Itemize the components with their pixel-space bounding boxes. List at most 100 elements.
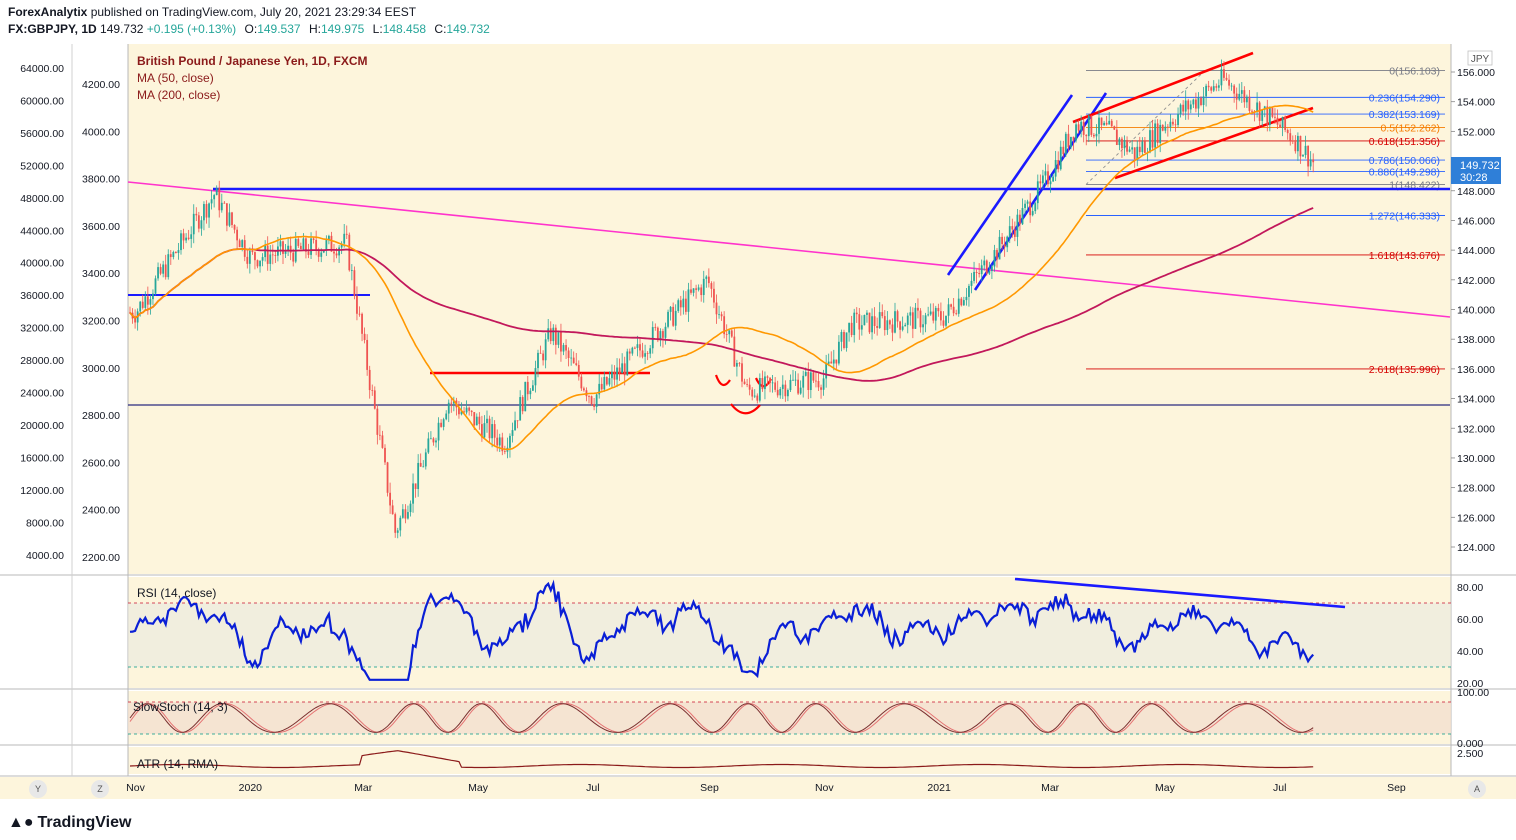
candle-body <box>1115 129 1118 146</box>
candle-body <box>855 312 858 315</box>
candle-body <box>608 378 611 385</box>
candle-body <box>519 397 522 421</box>
candle-body <box>238 240 241 248</box>
fib-retracement[interactable]: 0(156.103)0.236(154.290)0.382(153.169)0.… <box>1085 65 1445 376</box>
candle-body <box>751 389 754 397</box>
long-term-resistance-line <box>127 181 1451 318</box>
candle-body <box>521 397 524 412</box>
candle-body <box>741 363 743 382</box>
candle-body <box>557 332 560 345</box>
candle-body <box>651 327 654 349</box>
left-outer-tick-label: 28000.00 <box>20 355 64 367</box>
rsi-label[interactable]: RSI (14, close) <box>137 586 216 600</box>
candle-body <box>973 271 975 281</box>
candle-body <box>804 371 807 376</box>
candle-body <box>1036 181 1039 204</box>
candle-body <box>1179 104 1182 114</box>
candle-body <box>970 280 973 286</box>
candle-body <box>261 257 264 261</box>
candle-body <box>1149 130 1151 153</box>
candle-body <box>1174 124 1177 126</box>
candle-body <box>1202 96 1205 105</box>
candle-body <box>567 350 570 358</box>
candle-body <box>685 298 687 312</box>
log-scale-button[interactable]: Y <box>29 780 47 798</box>
legend-title[interactable]: British Pound / Japanese Yen, 1D, FXCM <box>137 54 368 68</box>
candle-body <box>1220 69 1223 86</box>
candle-body <box>756 395 759 401</box>
last-price-tag-value: 149.732 <box>1460 160 1500 172</box>
candle-body <box>1042 175 1044 184</box>
candle-body <box>1072 136 1075 141</box>
candle-body <box>210 199 213 204</box>
last-price-tag <box>1451 157 1501 184</box>
candle-body <box>287 245 289 251</box>
candle-body <box>511 430 514 436</box>
candle-body <box>784 384 787 397</box>
fib-level-label: 0.786(150.066) <box>1369 155 1440 167</box>
left-outer-tick-label: 4000.00 <box>26 550 64 562</box>
candle-body <box>593 404 595 407</box>
atr-label[interactable]: ATR (14, RMA) <box>137 757 218 771</box>
legend-ma50[interactable]: MA (50, close) <box>137 71 214 85</box>
candle-body <box>993 250 996 267</box>
candle-body <box>246 256 249 264</box>
candle-body <box>820 387 822 390</box>
candle-body <box>1059 146 1062 170</box>
atr-tick-label: 2.500 <box>1457 748 1483 760</box>
candle-body <box>414 483 417 490</box>
footer: ▲● TradingView <box>0 806 1516 840</box>
candle-body <box>682 298 685 308</box>
auto-scale-button[interactable]: A <box>1468 780 1486 798</box>
left-inner-tick-label: 3000.00 <box>82 363 120 375</box>
candle-body <box>450 402 453 404</box>
candle-body <box>1266 106 1269 126</box>
candle-body <box>1029 201 1032 216</box>
fib-level-label: 1.272(146.333) <box>1369 210 1440 222</box>
candle-body <box>924 315 927 325</box>
candle-body <box>358 313 361 315</box>
stoch-label[interactable]: SlowStoch (14, 3) <box>133 700 228 714</box>
candle-body <box>371 390 374 391</box>
candle-body <box>1039 181 1042 184</box>
candle-body <box>345 233 348 235</box>
legend-ma200[interactable]: MA (200, close) <box>137 88 220 102</box>
published-text: published on TradingView.com, July 20, 2… <box>90 5 417 19</box>
candle-body <box>1233 85 1236 94</box>
tradingview-logo[interactable]: ▲● TradingView <box>8 814 135 832</box>
currency-box[interactable] <box>1467 50 1493 66</box>
candle-body <box>866 312 868 315</box>
left-inner-tick-label: 2600.00 <box>82 457 120 469</box>
candle-body <box>486 418 488 424</box>
zoom-button[interactable]: Z <box>91 780 109 798</box>
candle-body <box>896 311 899 322</box>
candle-body <box>906 315 909 325</box>
candle-body <box>802 375 805 388</box>
candle-body <box>1299 135 1302 157</box>
candle-body <box>220 202 223 211</box>
candle-body <box>743 381 746 385</box>
candle-body <box>1210 87 1213 91</box>
candle-body <box>1085 134 1088 137</box>
wedge-upper-line <box>1072 51 1254 124</box>
candle-body <box>182 233 185 241</box>
time-tick-label: Mar <box>354 782 373 794</box>
candle-body <box>1064 133 1067 155</box>
candle-body <box>868 312 871 333</box>
candle-body <box>356 295 358 314</box>
candle-body <box>1207 85 1210 88</box>
candle-body <box>424 452 427 467</box>
candle-body <box>269 254 272 264</box>
candle-body <box>1248 96 1251 111</box>
candle-body <box>1256 102 1258 112</box>
symbol-name[interactable]: FX:GBPJPY, 1D <box>8 22 97 36</box>
fib-level-label: 2.618(135.996) <box>1369 364 1440 376</box>
publisher-name[interactable]: ForexAnalytix <box>8 5 88 19</box>
candle-body <box>891 324 894 333</box>
candle-body <box>583 388 585 391</box>
candle-body <box>391 505 394 515</box>
candle-body <box>774 382 777 390</box>
candle-body <box>560 332 562 352</box>
candle-body <box>1307 145 1309 167</box>
